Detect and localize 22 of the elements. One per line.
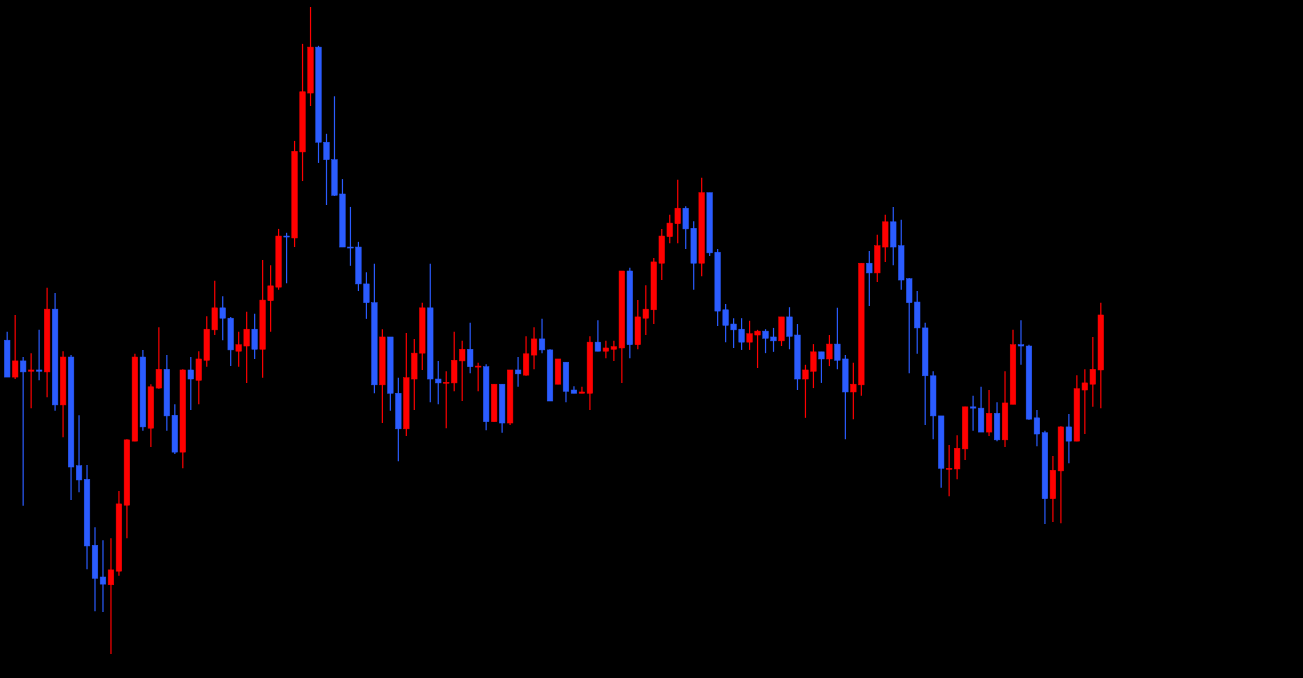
candlestick (1065, 413, 1072, 464)
candlestick (187, 356, 194, 411)
candlestick (107, 537, 115, 655)
candlestick (986, 389, 993, 437)
candlestick (28, 352, 35, 409)
candlestick (36, 329, 43, 381)
candlestick (826, 334, 833, 367)
candlestick (538, 318, 546, 354)
candlestick (1017, 319, 1025, 366)
candlestick (75, 414, 83, 493)
candlestick (99, 539, 107, 613)
candlestick (20, 356, 27, 507)
candlestick (283, 232, 290, 284)
candlestick (475, 362, 482, 392)
candlestick (594, 319, 601, 352)
candlestick (515, 356, 522, 388)
candlestick (251, 313, 258, 360)
candlestick (866, 250, 873, 307)
candlestick (467, 322, 474, 374)
candlestick (12, 314, 19, 380)
candlestick (818, 351, 825, 384)
candlestick (778, 316, 785, 347)
